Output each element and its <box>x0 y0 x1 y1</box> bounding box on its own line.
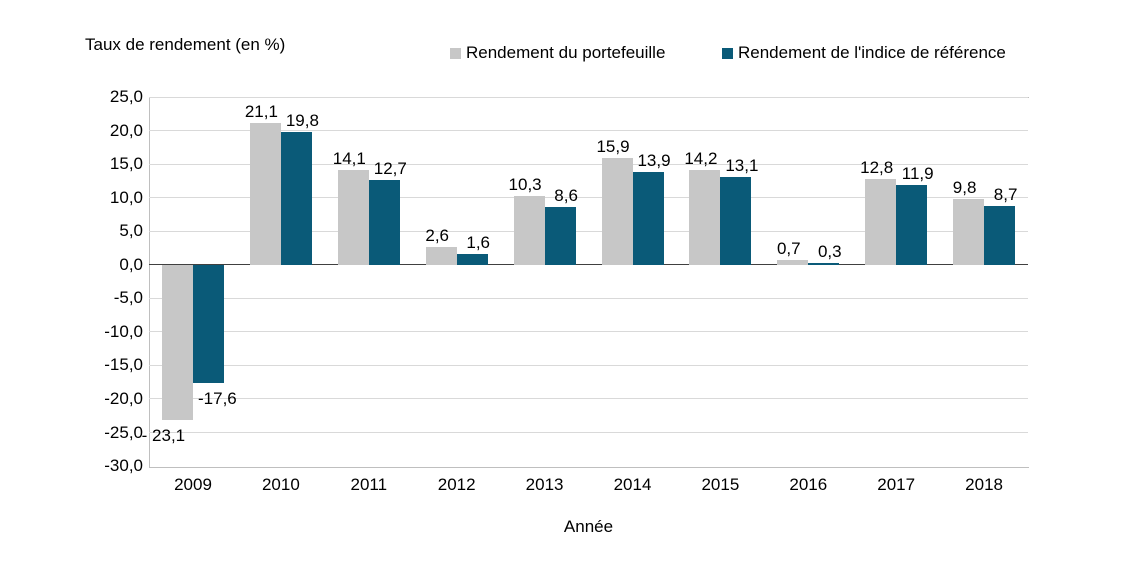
bar-benchmark-2012 <box>456 254 488 265</box>
gridline <box>149 432 1028 433</box>
y-axis-tick-label: 15,0 <box>109 154 143 174</box>
x-axis-tick-label: 2010 <box>261 475 300 494</box>
data-label-benchmark-2013: 8,6 <box>554 186 578 205</box>
y-axis-tick-label: 20,0 <box>109 120 143 140</box>
y-axis-tick-label: -10,0 <box>104 321 143 341</box>
y-axis-tick-label: -20,0 <box>104 388 143 408</box>
data-label-benchmark-2010: 19,8 <box>285 110 319 130</box>
data-label-portfolio-2017: 12,8 <box>860 157 894 177</box>
bar-portfolio-2016 <box>777 260 809 265</box>
bar-portfolio-2018 <box>953 199 985 265</box>
legend-label-portfolio: Rendement du portefeuille <box>466 43 666 62</box>
gridline <box>149 163 1028 165</box>
bar-benchmark-2010 <box>280 131 312 265</box>
x-axis-tick-label: 2011 <box>350 475 388 494</box>
legend-label-benchmark: Rendement de l'indice de référence <box>738 43 1006 62</box>
y-axis-tick-label: 5,0 <box>119 221 143 241</box>
gridline <box>149 130 1028 131</box>
data-label-benchmark-2014: 13,9 <box>637 150 671 170</box>
data-label-benchmark-2017: 11,9 <box>901 163 934 183</box>
data-label-portfolio-2015: 14,2 <box>684 148 718 168</box>
gridline <box>149 197 1028 199</box>
bar-portfolio-2009 <box>161 264 193 420</box>
data-label-benchmark-2015: 13,1 <box>725 155 759 175</box>
x-axis-tick-label: 2012 <box>437 475 476 494</box>
data-label-benchmark-2016: 0,3 <box>817 241 842 261</box>
bar-benchmark-2011 <box>368 179 400 265</box>
bar-portfolio-2013 <box>513 195 545 265</box>
y-axis-tick-label: 10,0 <box>109 187 143 207</box>
gridline <box>149 96 1028 98</box>
y-axis-tick-label: -15,0 <box>104 355 143 375</box>
bar-portfolio-2015 <box>689 169 721 265</box>
zero-axis-line <box>149 263 1028 265</box>
bar-portfolio-2011 <box>337 170 369 265</box>
gridline <box>149 230 1028 232</box>
plot-area <box>149 97 1029 468</box>
bar-benchmark-2014 <box>632 171 664 265</box>
bar-portfolio-2014 <box>601 158 633 265</box>
chart-title: Taux de rendement (en %) <box>85 35 286 54</box>
x-axis-tick-label: 2009 <box>174 475 212 494</box>
y-axis-tick-label: -25,0 <box>104 422 143 442</box>
legend-swatch-benchmark-icon <box>722 47 733 59</box>
legend-item-portfolio: Rendement du portefeuille <box>450 43 665 63</box>
data-label-benchmark-2009: -17,6 <box>198 388 237 408</box>
bar-benchmark-2009 <box>192 264 224 383</box>
bar-portfolio-2012 <box>425 247 457 265</box>
gridline <box>149 398 1028 400</box>
data-label-portfolio-2013: 10,3 <box>508 174 542 194</box>
legend-swatch-portfolio-icon <box>450 47 461 59</box>
y-axis-tick-label: -5,0 <box>113 288 143 308</box>
x-axis-tick-label: 2017 <box>877 475 916 494</box>
bar-benchmark-2013 <box>544 207 576 265</box>
y-axis-tick-label: 0,0 <box>119 254 143 274</box>
data-label-portfolio-2014: 15,9 <box>596 137 630 157</box>
data-label-benchmark-2011: 12,7 <box>373 158 407 178</box>
x-axis-tick-label: 2015 <box>701 475 740 494</box>
data-label-benchmark-2018: 8,7 <box>993 185 1018 205</box>
x-axis-tick-label: 2018 <box>965 475 1003 494</box>
data-label-portfolio-2016: 0,7 <box>776 239 801 258</box>
y-axis-tick-label: 25,0 <box>109 87 143 106</box>
bar-benchmark-2016 <box>808 262 840 265</box>
bar-portfolio-2017 <box>865 178 897 265</box>
bar-portfolio-2010 <box>249 123 281 265</box>
data-label-portfolio-2009: - 23,1 <box>141 425 186 445</box>
data-label-portfolio-2011: 14,1 <box>332 149 366 169</box>
data-label-portfolio-2010: 21,1 <box>244 102 278 122</box>
data-label-portfolio-2012: 2,6 <box>425 226 450 246</box>
x-axis-title: Année <box>563 517 614 536</box>
x-axis-tick-label: 2013 <box>525 475 564 494</box>
bar-benchmark-2018 <box>984 206 1016 265</box>
legend-item-benchmark: Rendement de l'indice de référence <box>722 43 1006 63</box>
bar-benchmark-2017 <box>896 184 928 265</box>
gridline <box>149 297 1028 299</box>
gridline <box>149 364 1028 366</box>
gridline <box>149 331 1028 333</box>
x-axis-tick-label: 2014 <box>613 475 652 494</box>
data-label-portfolio-2018: 9,8 <box>952 178 977 197</box>
x-axis-tick-label: 2016 <box>789 475 828 494</box>
y-axis-tick-label: -30,0 <box>104 456 143 475</box>
bar-benchmark-2015 <box>720 176 752 265</box>
data-label-benchmark-2012: 1,6 <box>466 233 491 252</box>
